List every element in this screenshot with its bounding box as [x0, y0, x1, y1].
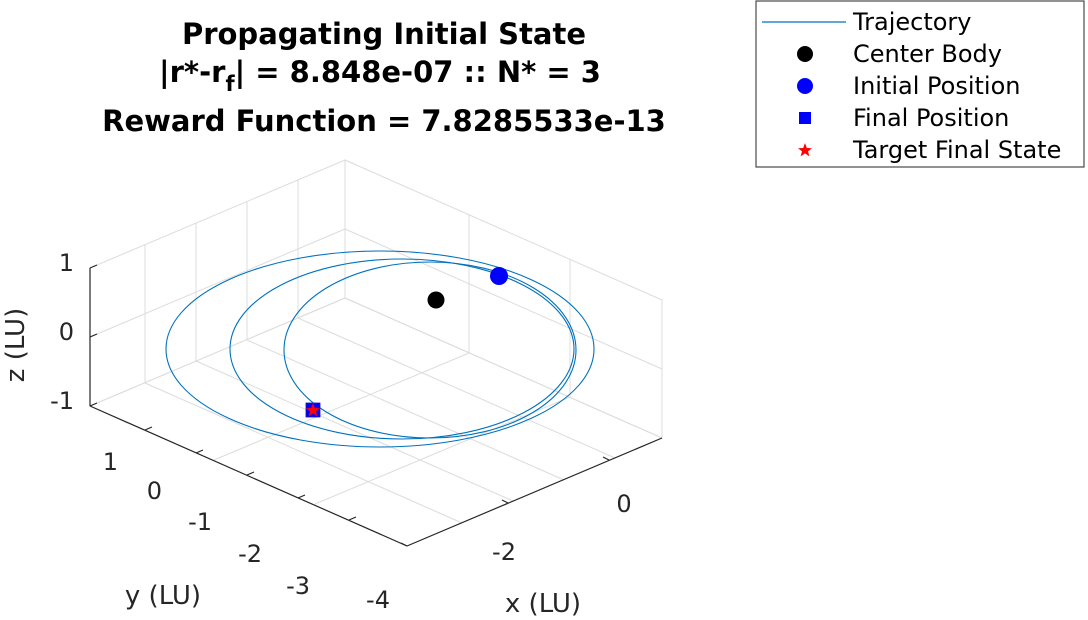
legend-label: Final Position	[853, 104, 1009, 132]
initial-position-marker	[490, 267, 508, 285]
legend-item-final-position: Final Position	[799, 104, 1009, 132]
x-tick-label: -4	[366, 586, 390, 614]
grid-line	[213, 352, 470, 461]
grid-floor	[89, 297, 663, 524]
y-tick-labels: 1 0 -1 -2 -3	[103, 448, 310, 600]
chart-title-line2-pre: |r*-r	[159, 55, 226, 89]
legend-label: Initial Position	[853, 72, 1020, 100]
trajectory-loop-2	[229, 258, 575, 440]
legend-item-target-final-state: Target Final State	[798, 136, 1061, 164]
legend-item-initial-position: Initial Position	[797, 72, 1020, 100]
z-tick-mark	[89, 402, 98, 407]
y-tick-label: -3	[286, 572, 310, 600]
z-tick-mark	[89, 333, 98, 338]
x-tick-mark	[602, 456, 610, 461]
trajectory-loop-3	[283, 261, 577, 439]
grid-back-right-wall	[344, 159, 663, 439]
y-axis-line	[89, 405, 408, 547]
y-tick-label: 0	[147, 477, 162, 505]
trajectory-loop-1	[165, 250, 595, 448]
axes-lines	[89, 264, 663, 547]
chart-title-line2-sub: f	[225, 72, 235, 96]
trajectory-series	[165, 250, 595, 448]
center-body-marker	[427, 291, 445, 309]
legend-marker-target-final-state	[798, 143, 812, 157]
y-axis-label: y (LU)	[125, 581, 201, 611]
z-axis-label: z (LU)	[1, 308, 31, 382]
legend-label: Center Body	[853, 40, 1002, 68]
grid-line	[344, 228, 663, 370]
y-tick-mark	[246, 471, 255, 476]
z-tick-label: -1	[50, 387, 74, 415]
grid-line	[344, 297, 663, 439]
z-tick-labels: 1 0 -1	[50, 249, 74, 415]
x-tick-label: 0	[616, 490, 631, 518]
x-axis-label: x (LU)	[505, 589, 581, 619]
grid-line	[246, 339, 565, 481]
legend-label: Trajectory	[852, 8, 972, 36]
legend-item-trajectory: Trajectory	[762, 8, 972, 36]
y-tick-mark	[195, 449, 204, 454]
z-tick-label: 0	[59, 318, 74, 346]
z-tick-label: 1	[59, 249, 74, 277]
chart-title-line3: Reward Function = 7.8285533e-13	[102, 104, 666, 138]
y-tick-label: -2	[238, 540, 262, 568]
y-tick-mark	[297, 494, 306, 499]
grid-line	[195, 360, 514, 502]
chart-title-line1: Propagating Initial State	[182, 17, 586, 51]
grid-line	[297, 317, 616, 459]
y-tick-mark	[144, 426, 153, 431]
legend-marker-initial-position	[797, 78, 813, 94]
chart-title-line2: |r*-rf| = 8.848e-07 :: N* = 3	[159, 55, 601, 96]
x-tick-label: -2	[492, 538, 516, 566]
grid-line	[144, 382, 463, 524]
legend-item-center-body: Center Body	[797, 40, 1002, 68]
legend-label: Target Final State	[852, 136, 1061, 164]
chart-title-line2-post: | = 8.848e-07 :: N* = 3	[235, 55, 601, 89]
grid-line	[89, 297, 346, 407]
y-tick-label: -1	[188, 508, 212, 536]
legend-marker-center-body	[797, 46, 813, 62]
grid-back-left-wall	[89, 159, 346, 407]
y-tick-label: 1	[103, 448, 118, 476]
x-tick-mark	[501, 499, 509, 504]
x-tick-mark	[400, 542, 408, 547]
grid-line	[89, 228, 346, 338]
x-axis-line	[406, 437, 663, 547]
grid-line	[314, 396, 571, 505]
legend-marker-final-position	[799, 112, 811, 124]
target-final-state-marker	[306, 403, 320, 417]
legend: Trajectory Center Body Initial Position …	[755, 0, 1085, 168]
y-tick-mark	[348, 516, 357, 521]
x-tick-labels: -4 -2 0	[366, 490, 632, 614]
z-tick-mark	[89, 264, 98, 269]
